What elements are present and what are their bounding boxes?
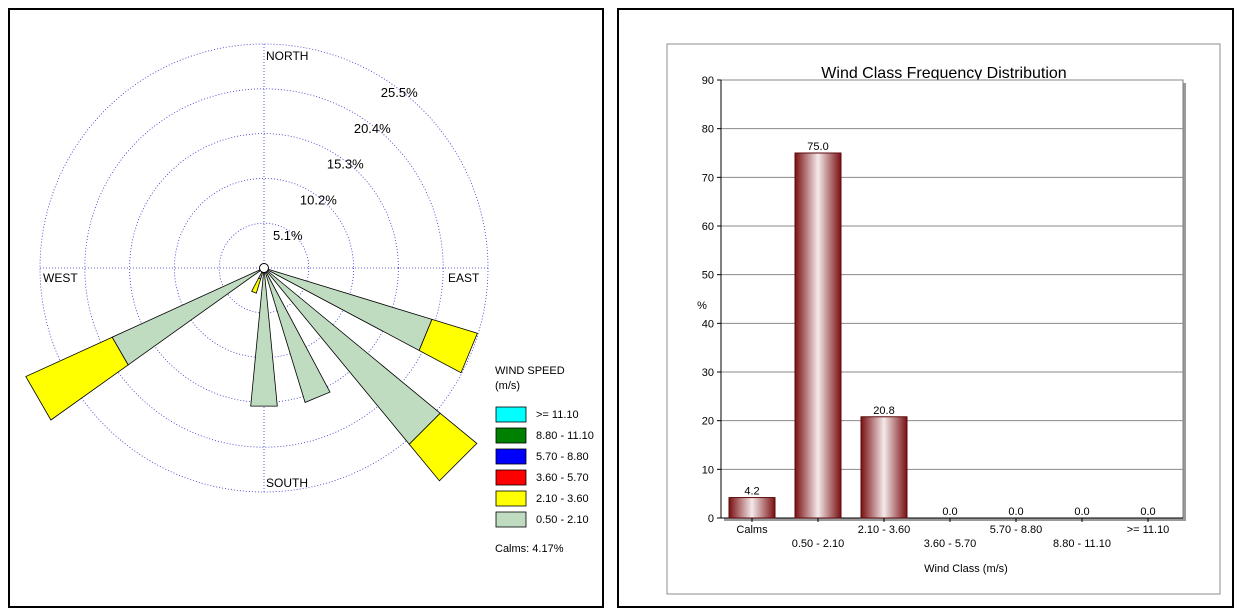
legend-swatch xyxy=(495,490,527,507)
bar-value-label: 75.0 xyxy=(807,141,828,153)
legend-swatch xyxy=(495,427,527,444)
y-tick-label: 10 xyxy=(702,464,714,476)
legend-item-label: 3.60 - 5.70 xyxy=(536,472,589,484)
rose-center-calms-circle xyxy=(259,263,269,273)
ring-label: 10.2% xyxy=(300,192,337,207)
bar-value-label: 0.0 xyxy=(1008,506,1023,518)
y-tick-label: 50 xyxy=(702,270,714,282)
calms-label: Calms: 4.17% xyxy=(495,543,564,555)
legend-item-label: 0.50 - 2.10 xyxy=(536,514,589,526)
rose-petal-segment xyxy=(263,267,441,445)
legend-item-label: 8.80 - 11.10 xyxy=(536,430,594,442)
bar-value-label: 4.2 xyxy=(744,486,759,498)
wind-speed-legend: WIND SPEED (m/s) >= 11.10 8.80 - 11.10 5.7… xyxy=(495,365,594,555)
legend-swatch xyxy=(495,448,527,465)
rose-petal-segment xyxy=(418,318,478,374)
y-tick-label: 60 xyxy=(702,221,714,233)
rose-ring xyxy=(173,177,354,358)
legend-item-label: 2.10 - 3.60 xyxy=(536,493,589,505)
bar-value-label: 0.0 xyxy=(942,506,957,518)
x-tick-label: Calms xyxy=(736,524,768,536)
x-tick-label: >= 11.10 xyxy=(1127,524,1170,536)
bar-chart-panel: Wind Class Frequency Distribution 0 10 20 3… xyxy=(617,8,1234,608)
direction-east-label: EAST xyxy=(448,271,480,285)
ring-label: 5.1% xyxy=(273,228,303,243)
y-tick-label: 90 xyxy=(702,75,714,87)
y-tick-label: 0 xyxy=(708,513,714,525)
y-tick-label: 70 xyxy=(702,172,714,184)
wind-rose-panel: 5.1% 10.2% 15.3% 20.4% 25.5% NORTH SOUTH EAS… xyxy=(8,8,604,608)
rose-ring xyxy=(129,133,399,403)
y-tick-label: 30 xyxy=(702,367,714,379)
y-axis-label: % xyxy=(697,300,707,312)
x-tick-label: 0.50 - 2.10 xyxy=(792,538,845,550)
rose-ring xyxy=(84,88,444,448)
wind-rose-chart: 5.1% 10.2% 15.3% 20.4% 25.5% NORTH SOUTH EAS… xyxy=(25,43,594,555)
legend-title-line1: WIND SPEED xyxy=(495,365,565,377)
rose-petal-segment xyxy=(263,267,331,403)
ring-label: 15.3% xyxy=(327,157,364,172)
legend-swatch xyxy=(495,511,527,528)
x-tick-label: 8.80 - 11.10 xyxy=(1053,538,1111,550)
ring-label: 25.5% xyxy=(381,85,418,100)
legend-swatch xyxy=(495,469,527,486)
direction-west-label: WEST xyxy=(43,271,78,285)
rose-petal-segment xyxy=(250,267,278,407)
rose-ring xyxy=(218,222,310,314)
ring-label: 20.4% xyxy=(354,121,391,136)
rose-petal-segment xyxy=(251,277,262,294)
bar-value-label: 20.8 xyxy=(873,405,894,417)
direction-north-label: NORTH xyxy=(266,49,308,63)
x-tick-label: 5.70 - 8.80 xyxy=(990,524,1043,536)
rose-petal-segment xyxy=(408,412,478,482)
bar xyxy=(794,152,842,519)
bar xyxy=(728,497,776,519)
legend-swatch xyxy=(495,406,527,423)
bar-value-label: 0.0 xyxy=(1140,506,1155,518)
y-tick-label: 40 xyxy=(702,318,714,330)
bar-value-label: 0.0 xyxy=(1074,506,1089,518)
rose-petal-segment xyxy=(111,267,265,366)
plot-area xyxy=(720,79,1184,519)
legend-title-line2: (m/s) xyxy=(495,380,520,392)
chart-title: Wind Class Frequency Distribution xyxy=(821,65,1066,82)
legend-item-label: 5.70 - 8.80 xyxy=(536,451,589,463)
y-tick-label: 20 xyxy=(702,416,714,428)
x-tick-label: 3.60 - 5.70 xyxy=(924,538,977,550)
y-tick-label: 80 xyxy=(702,124,714,136)
wind-class-bar-chart: Wind Class Frequency Distribution 0 10 20 3… xyxy=(666,43,1221,595)
legend-item-label: >= 11.10 xyxy=(536,409,579,421)
x-axis-label: Wind Class (m/s) xyxy=(924,563,1008,575)
rose-petal-segment xyxy=(25,336,129,421)
x-tick-label: 2.10 - 3.60 xyxy=(858,524,911,536)
direction-south-label: SOUTH xyxy=(266,476,308,490)
bar xyxy=(860,416,908,519)
